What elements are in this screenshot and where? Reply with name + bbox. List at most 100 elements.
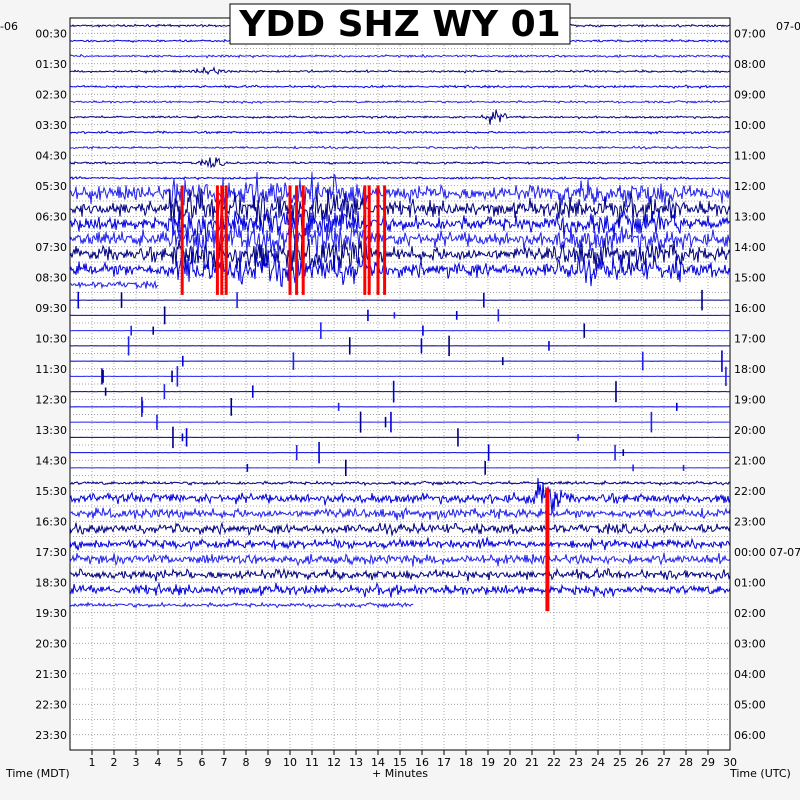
right-time-label: 03:00: [734, 637, 766, 650]
x-tick-label: 22: [547, 756, 561, 769]
left-time-label: 15:30: [35, 485, 67, 498]
right-time-label: 21:00: [734, 454, 766, 467]
right-time-label: 13:00: [734, 210, 766, 223]
trace-row-38: [69, 601, 414, 610]
left-time-label: 21:30: [35, 668, 67, 681]
trace-layer: [69, 23, 731, 612]
left-time-label: 04:30: [35, 149, 67, 162]
right-time-label: 04:00: [734, 668, 766, 681]
trace-row-6: [69, 109, 731, 125]
x-tick-label: 5: [177, 756, 184, 769]
x-tick-label: 13: [349, 756, 363, 769]
trace-row-4: [70, 84, 731, 90]
x-tick-label: 3: [133, 756, 140, 769]
left-time-label: 02:30: [35, 88, 67, 101]
grid: [70, 18, 730, 755]
right-time-label: 10:00: [734, 119, 766, 132]
x-tick-label: 18: [459, 756, 473, 769]
left-time-label: 16:30: [35, 515, 67, 528]
trace-row-9: [69, 157, 731, 169]
right-time-label: 15:00: [734, 271, 766, 284]
right-time-label: 07:00: [734, 27, 766, 40]
chart-title: YDD SHZ WY 01: [238, 4, 560, 45]
trace-row-33: [69, 521, 731, 537]
x-tick-label: 19: [481, 756, 495, 769]
trace-row-34: [69, 537, 731, 552]
right-time-label: 02:00: [734, 607, 766, 620]
trace-row-12: [70, 186, 731, 228]
x-tick-label: 26: [635, 756, 649, 769]
x-tick-label: 28: [679, 756, 693, 769]
axis-labels: 07-06 07-06 Time (MDT) Time (UTC) + Minu…: [0, 20, 800, 780]
left-time-label: 06:30: [35, 210, 67, 223]
right-time-label: 05:00: [734, 698, 766, 711]
trace-row-15: [69, 234, 731, 272]
left-time-label: 08:30: [35, 271, 67, 284]
trace-row-35: [69, 552, 731, 567]
trace-row-36: [69, 567, 731, 582]
right-time-label: 00:00 07-07: [734, 546, 800, 559]
x-tick-label: 6: [199, 756, 206, 769]
right-time-label: 11:00: [734, 149, 766, 162]
x-tick-label: 10: [283, 756, 297, 769]
trace-row-14: [69, 220, 731, 259]
x-tick-label: 24: [591, 756, 605, 769]
left-time-label: 12:30: [35, 393, 67, 406]
x-tick-label: 17: [437, 756, 451, 769]
left-time-label: 10:30: [35, 332, 67, 345]
left-time-label: 09:30: [35, 302, 67, 315]
left-time-label: 01:30: [35, 58, 67, 71]
left-time-label: 14:30: [35, 454, 67, 467]
x-tick-label: 7: [221, 756, 228, 769]
x-tick-label: 21: [525, 756, 539, 769]
left-time-label: 23:30: [35, 729, 67, 742]
x-tick-label: 11: [305, 756, 319, 769]
left-time-label: 19:30: [35, 607, 67, 620]
left-time-label: 13:30: [35, 424, 67, 437]
trace-row-30: [69, 479, 731, 487]
x-tick-label: 4: [155, 756, 162, 769]
right-time-label: 22:00: [734, 485, 766, 498]
trace-row-16: [69, 248, 731, 288]
right-time-label: 14:00: [734, 241, 766, 254]
left-time-label: 07:30: [35, 241, 67, 254]
right-axis-label: Time (UTC): [729, 767, 791, 780]
trace-row-10: [69, 175, 731, 181]
x-tick-label: 12: [327, 756, 341, 769]
trace-row-11: [69, 172, 731, 210]
right-time-label: 01:00: [734, 576, 766, 589]
x-tick-label: 25: [613, 756, 627, 769]
right-time-label: 08:00: [734, 58, 766, 71]
trace-row-5: [69, 99, 731, 105]
x-tick-label: 27: [657, 756, 671, 769]
right-date-label: 07-06: [776, 20, 800, 33]
right-time-label: 16:00: [734, 302, 766, 315]
left-date-label: 07-06: [0, 20, 18, 33]
left-time-label: 03:30: [35, 119, 67, 132]
left-time-label: 22:30: [35, 698, 67, 711]
left-time-label: 17:30: [35, 546, 67, 559]
trace-row-31: [69, 477, 731, 514]
trace-row-32: [69, 506, 731, 521]
title-box: YDD SHZ WY 01: [229, 3, 571, 45]
x-tick-label: 2: [111, 756, 118, 769]
right-time-label: 12:00: [734, 180, 766, 193]
x-tick-label: 16: [415, 756, 429, 769]
x-tick-label: 30: [723, 756, 737, 769]
x-tick-label: 14: [371, 756, 385, 769]
trace-row-2: [69, 53, 731, 59]
left-time-label: 18:30: [35, 576, 67, 589]
right-time-label: 20:00: [734, 424, 766, 437]
left-time-label: 20:30: [35, 637, 67, 650]
right-time-label: 23:00: [734, 515, 766, 528]
x-axis-label: + Minutes: [372, 767, 428, 780]
right-time-label: 06:00: [734, 729, 766, 742]
x-tick-label: 29: [701, 756, 715, 769]
left-time-label: 05:30: [35, 180, 67, 193]
right-time-label: 19:00: [734, 393, 766, 406]
x-tick-label: 15: [393, 756, 407, 769]
left-axis-label: Time (MDT): [5, 767, 70, 780]
trace-row-3: [69, 66, 731, 76]
x-tick-label: 23: [569, 756, 583, 769]
x-tick-label: 20: [503, 756, 517, 769]
